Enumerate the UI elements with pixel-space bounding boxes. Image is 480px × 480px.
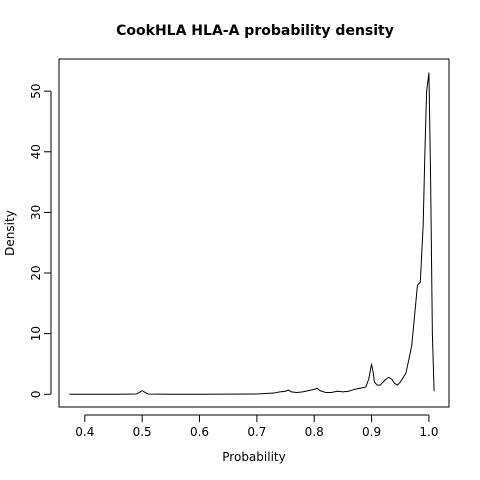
density-series-line: [69, 72, 435, 395]
x-tick-label: 0.7: [247, 425, 266, 439]
x-tick-label: 1.0: [419, 425, 438, 439]
y-axis: 0 10 20 30 40 50: [29, 83, 52, 398]
x-axis-label: Probability: [222, 450, 285, 464]
y-tick-label: 0: [29, 390, 43, 398]
y-tick-label: 10: [29, 326, 43, 341]
y-tick-label: 30: [29, 205, 43, 220]
x-axis: 0.4 0.5 0.6 0.7 0.8 0.9 1.0: [75, 414, 438, 439]
x-tick-label: 0.5: [133, 425, 152, 439]
y-axis-label: Density: [3, 210, 17, 256]
y-tick-label: 20: [29, 265, 43, 280]
chart-title: CookHLA HLA-A probability density: [116, 23, 394, 39]
x-tick-label: 0.9: [362, 425, 381, 439]
x-tick-label: 0.8: [305, 425, 324, 439]
plot-box: [58, 58, 450, 408]
x-tick-label: 0.4: [75, 425, 94, 439]
x-tick-label: 0.6: [190, 425, 209, 439]
y-tick-label: 40: [29, 144, 43, 159]
y-tick-label: 50: [29, 83, 43, 98]
